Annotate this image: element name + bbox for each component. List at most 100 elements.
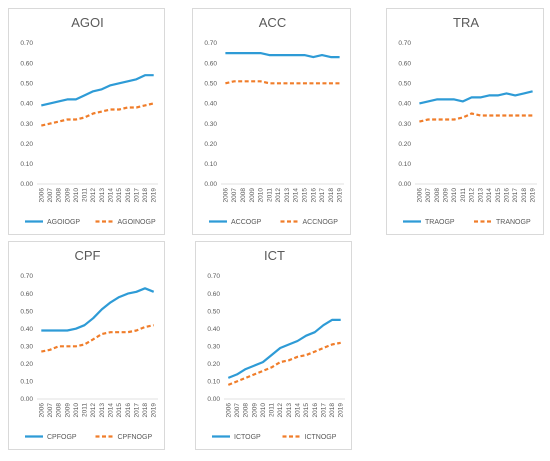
x-tick-label: 2013	[286, 403, 293, 418]
x-tick-label: 2018	[142, 403, 149, 418]
y-tick-label: 0.50	[20, 308, 33, 315]
legend-label-ictogp: ICTOGP	[234, 434, 261, 441]
x-tick-label: 2012	[90, 188, 97, 203]
chart-panel-acc: ACC 0.00 0.10 0.20 0.30 0.40 0.50 0.60 0.70 2006 2…	[192, 8, 351, 235]
legend-label-ictnogp: ICTNOGP	[305, 434, 337, 441]
x-tick-label: 2018	[329, 403, 336, 418]
x-tick-label: 2016	[310, 188, 317, 203]
y-tick-label: 0.10	[20, 161, 33, 168]
y-tick-label: 0.70	[207, 273, 220, 280]
series-line-accogp	[225, 51, 340, 59]
y-tick-label: 0.70	[398, 40, 411, 47]
x-tick-label: 2006	[222, 188, 229, 203]
y-tick-label: 0.50	[398, 80, 411, 87]
chart-agoi: AGOI 0.00 0.10 0.20 0.30 0.40 0.50 0.60 0.70 2006…	[20, 15, 158, 226]
y-tick-label: 0.00	[207, 396, 220, 403]
x-tick-label: 2011	[460, 188, 467, 202]
chart-title-agoi: AGOI	[71, 15, 104, 30]
x-tick-label: 2009	[443, 188, 450, 203]
x-tick-label: 2006	[38, 403, 45, 418]
series-line-tranogp	[419, 112, 533, 123]
y-tick-label: 0.10	[20, 379, 33, 386]
x-tick-label: 2017	[133, 403, 140, 418]
x-tick-label: 2007	[47, 403, 54, 418]
y-tick-label: 0.70	[20, 273, 33, 280]
y-tick-label: 0.30	[204, 121, 217, 128]
y-tick-label: 0.30	[20, 121, 33, 128]
legend-label-cpfogp: CPFOGP	[47, 434, 77, 441]
y-tick-label: 0.30	[207, 343, 220, 350]
y-tick-label: 0.40	[20, 326, 33, 333]
x-tick-label: 2019	[337, 188, 344, 203]
y-tick-label: 0.00	[20, 396, 33, 403]
y-tick-label: 0.20	[20, 361, 33, 368]
y-tick-label: 0.00	[204, 181, 217, 188]
legend-label-cpfnogp: CPFNOGP	[118, 434, 153, 441]
x-tick-label: 2017	[512, 188, 519, 203]
y-tick-label: 0.20	[20, 141, 33, 148]
x-tick-label: 2006	[38, 188, 45, 203]
x-tick-label: 2007	[234, 403, 241, 418]
y-tick-label: 0.40	[398, 101, 411, 108]
y-tick-label: 0.40	[204, 101, 217, 108]
series-line-agoiogp	[41, 74, 154, 107]
y-tick-label: 0.20	[207, 361, 220, 368]
x-tick-label: 2017	[320, 403, 327, 418]
x-tick-label: 2009	[249, 188, 256, 203]
x-tick-label: 2018	[521, 188, 528, 203]
x-tick-label: 2008	[240, 188, 247, 203]
legend-label-tranogp: TRANOGP	[496, 219, 531, 226]
x-tick-label: 2015	[495, 188, 502, 203]
x-tick-label: 2018	[328, 188, 335, 203]
x-tick-label: 2008	[434, 188, 441, 203]
x-tick-label: 2008	[56, 403, 63, 418]
x-tick-label: 2012	[469, 188, 476, 203]
x-tick-label: 2007	[47, 188, 54, 203]
x-tick-label: 2008	[243, 403, 250, 418]
x-tick-label: 2019	[151, 188, 158, 203]
y-tick-label: 0.20	[398, 141, 411, 148]
x-tick-label: 2016	[504, 188, 511, 203]
x-tick-label: 2007	[425, 188, 432, 203]
x-tick-label: 2011	[82, 403, 89, 417]
series-line-agoinogp	[41, 102, 154, 127]
x-tick-label: 2013	[99, 188, 106, 203]
x-tick-label: 2010	[73, 403, 80, 418]
legend-label-agoiogp: AGOIOGP	[47, 219, 80, 226]
x-tick-label: 2015	[116, 188, 123, 203]
x-tick-label: 2016	[125, 403, 132, 418]
series-line-accnogp	[225, 80, 340, 85]
y-tick-label: 0.40	[207, 326, 220, 333]
x-tick-label: 2019	[530, 188, 537, 203]
x-tick-label: 2014	[107, 188, 114, 203]
x-tick-label: 2009	[64, 403, 71, 418]
x-tick-label: 2010	[260, 403, 267, 418]
x-tick-label: 2006	[225, 403, 232, 418]
x-tick-label: 2013	[99, 403, 106, 418]
x-tick-label: 2010	[73, 188, 80, 203]
y-tick-label: 0.30	[398, 121, 411, 128]
x-tick-label: 2011	[269, 403, 276, 417]
x-tick-label: 2012	[275, 188, 282, 203]
x-tick-label: 2014	[294, 403, 301, 418]
x-tick-label: 2014	[107, 403, 114, 418]
series-line-traogp	[419, 90, 533, 105]
y-tick-label: 0.60	[207, 291, 220, 298]
chart-title-ict: ICT	[264, 248, 285, 263]
legend-label-accogp: ACCOGP	[231, 219, 262, 226]
x-tick-label: 2013	[284, 188, 291, 203]
x-tick-label: 2017	[133, 188, 140, 203]
x-tick-label: 2010	[451, 188, 458, 203]
chart-title-tra: TRA	[453, 15, 479, 30]
x-tick-label: 2011	[266, 188, 273, 202]
x-tick-label: 2017	[319, 188, 326, 203]
x-tick-label: 2008	[56, 188, 63, 203]
y-tick-label: 0.60	[398, 60, 411, 67]
series-line-cpfnogp	[41, 324, 154, 353]
x-tick-label: 2012	[277, 403, 284, 418]
x-tick-label: 2015	[116, 403, 123, 418]
y-tick-label: 0.20	[204, 141, 217, 148]
series-line-ictnogp	[227, 341, 341, 386]
